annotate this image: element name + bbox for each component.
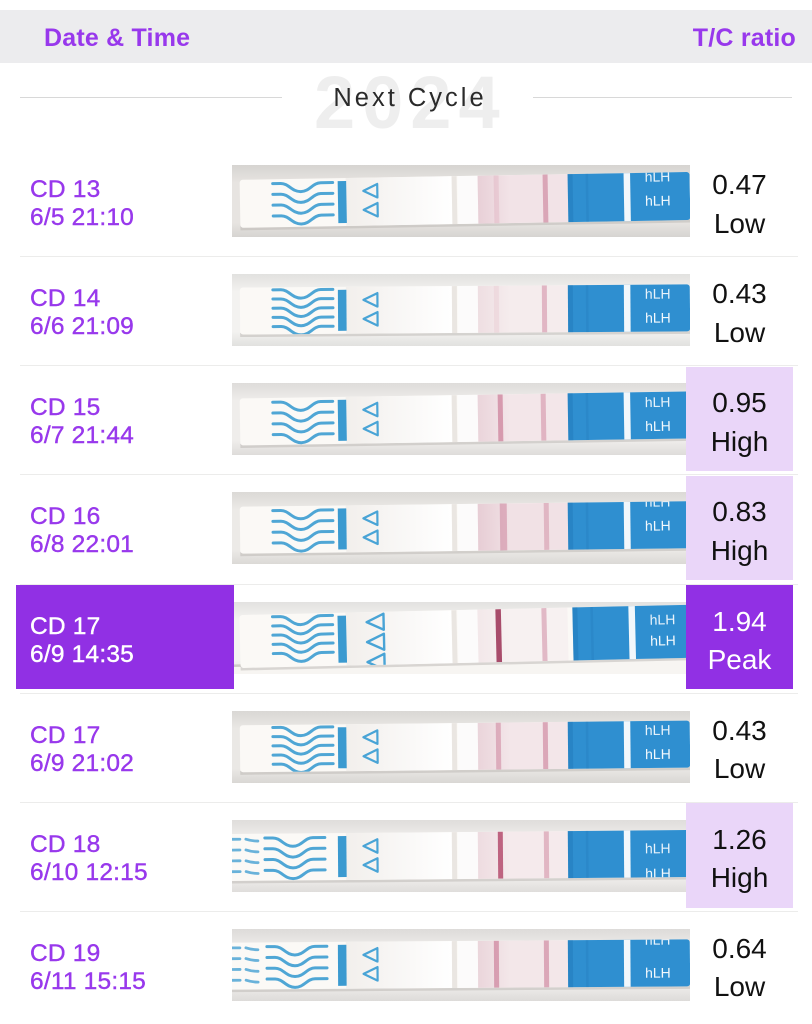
svg-text:hLH: hLH — [644, 169, 670, 185]
svg-text:hLH: hLH — [645, 418, 671, 434]
svg-text:hLH: hLH — [645, 518, 671, 534]
svg-text:hLH: hLH — [649, 611, 675, 628]
svg-text:hLH: hLH — [645, 964, 671, 980]
svg-text:hLH: hLH — [645, 193, 671, 209]
svg-text:hLH: hLH — [645, 865, 671, 881]
svg-text:hLH: hLH — [645, 494, 671, 510]
svg-text:hLH: hLH — [645, 840, 671, 856]
svg-text:hLH: hLH — [650, 632, 676, 649]
svg-text:hLH: hLH — [645, 394, 671, 410]
svg-text:hLH: hLH — [645, 286, 671, 302]
svg-text:hLH: hLH — [645, 721, 671, 737]
svg-text:hLH: hLH — [645, 745, 671, 761]
svg-text:hLH: hLH — [645, 310, 671, 326]
svg-text:hLH: hLH — [645, 931, 671, 947]
